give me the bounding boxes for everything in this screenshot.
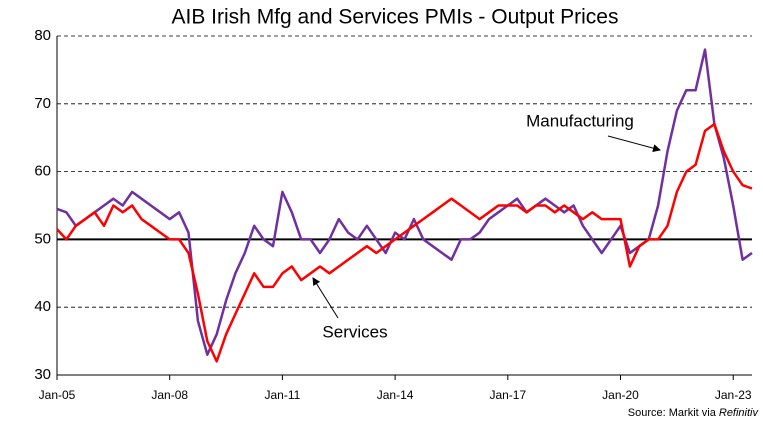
source-italic: Refinitiv	[719, 407, 760, 419]
series-line	[56, 48, 753, 356]
x-tick-label: Jan-14	[377, 388, 414, 402]
y-tick-label: 50	[34, 230, 51, 247]
y-tick-label: 40	[34, 298, 51, 315]
chart-title: AIB Irish Mfg and Services PMIs - Output…	[172, 6, 619, 29]
x-tick-label: Jan-20	[602, 388, 639, 402]
source-text: Source: Markit via	[628, 407, 719, 419]
y-tick-label: 60	[34, 163, 51, 180]
source: Source: Markit via Refinitiv	[628, 407, 760, 419]
x-tick-label: Jan-11	[264, 388, 300, 402]
annotation-arrow	[312, 277, 339, 319]
series-line	[56, 122, 753, 363]
x-tick-label: Jan-17	[489, 388, 526, 402]
annotation: Services	[322, 322, 387, 341]
x-tick-label: Jan-23	[715, 388, 752, 402]
annotation-arrow	[607, 135, 661, 153]
y-tick-label: 80	[34, 27, 51, 44]
y-tick-label: 70	[34, 95, 51, 112]
x-tick-label: Jan-08	[151, 388, 188, 402]
y-tick-label: 30	[34, 366, 51, 383]
annotation: Manufacturing	[526, 111, 634, 130]
x-tick-label: Jan-05	[39, 388, 76, 402]
